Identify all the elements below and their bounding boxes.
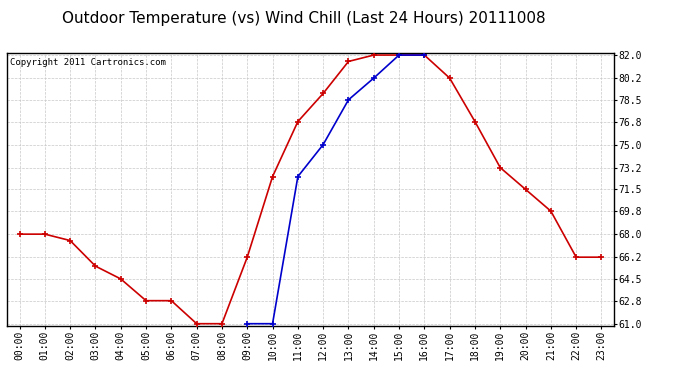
Text: Outdoor Temperature (vs) Wind Chill (Last 24 Hours) 20111008: Outdoor Temperature (vs) Wind Chill (Las… [62,11,545,26]
Text: Copyright 2011 Cartronics.com: Copyright 2011 Cartronics.com [10,58,166,67]
